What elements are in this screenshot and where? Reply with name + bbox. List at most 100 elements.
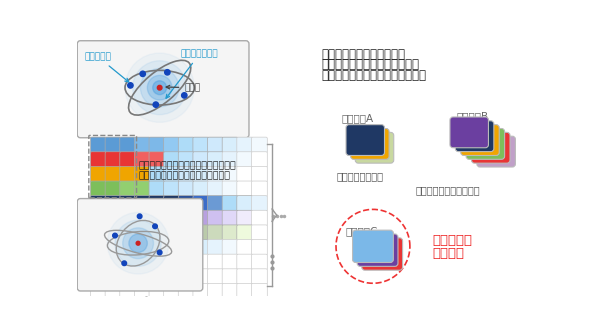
- Text: 原子核: 原子核: [166, 83, 200, 92]
- Circle shape: [129, 234, 148, 252]
- FancyBboxPatch shape: [178, 225, 194, 241]
- Circle shape: [182, 93, 187, 98]
- FancyBboxPatch shape: [208, 283, 223, 299]
- FancyBboxPatch shape: [178, 210, 194, 226]
- FancyBboxPatch shape: [120, 137, 136, 153]
- Text: 時間がかかり過ぎる・・: 時間がかかり過ぎる・・: [415, 185, 480, 195]
- FancyBboxPatch shape: [105, 196, 121, 211]
- FancyBboxPatch shape: [477, 136, 515, 167]
- FancyBboxPatch shape: [222, 152, 238, 167]
- FancyBboxPatch shape: [134, 269, 150, 285]
- Text: 外側の電子: 外側の電子: [85, 52, 129, 82]
- FancyBboxPatch shape: [91, 254, 106, 270]
- FancyBboxPatch shape: [237, 225, 253, 241]
- FancyBboxPatch shape: [346, 125, 385, 156]
- FancyBboxPatch shape: [222, 239, 238, 255]
- FancyBboxPatch shape: [91, 283, 106, 299]
- FancyBboxPatch shape: [91, 225, 106, 241]
- FancyBboxPatch shape: [77, 198, 203, 291]
- FancyBboxPatch shape: [105, 239, 121, 255]
- FancyBboxPatch shape: [208, 225, 223, 241]
- Circle shape: [113, 233, 118, 238]
- FancyBboxPatch shape: [164, 181, 179, 197]
- FancyBboxPatch shape: [251, 225, 268, 241]
- FancyBboxPatch shape: [134, 225, 150, 241]
- FancyBboxPatch shape: [164, 210, 179, 226]
- Circle shape: [148, 75, 172, 100]
- Circle shape: [140, 71, 145, 77]
- FancyBboxPatch shape: [105, 225, 121, 241]
- FancyBboxPatch shape: [222, 254, 238, 270]
- FancyBboxPatch shape: [164, 137, 179, 153]
- FancyBboxPatch shape: [149, 137, 165, 153]
- Circle shape: [122, 261, 127, 266]
- FancyBboxPatch shape: [208, 152, 223, 167]
- FancyBboxPatch shape: [134, 239, 150, 255]
- FancyBboxPatch shape: [105, 283, 121, 299]
- FancyBboxPatch shape: [193, 137, 209, 153]
- Circle shape: [137, 214, 142, 218]
- FancyBboxPatch shape: [222, 283, 238, 299]
- FancyBboxPatch shape: [208, 239, 223, 255]
- FancyBboxPatch shape: [134, 283, 150, 299]
- FancyBboxPatch shape: [120, 166, 136, 182]
- Text: 原子の世界では、電子は同時に何通り: 原子の世界では、電子は同時に何通り: [139, 162, 236, 170]
- FancyBboxPatch shape: [120, 225, 136, 241]
- FancyBboxPatch shape: [237, 239, 253, 255]
- FancyBboxPatch shape: [237, 166, 253, 182]
- FancyBboxPatch shape: [208, 269, 223, 285]
- FancyBboxPatch shape: [120, 196, 136, 211]
- FancyBboxPatch shape: [164, 269, 179, 285]
- FancyBboxPatch shape: [222, 210, 238, 226]
- FancyBboxPatch shape: [350, 129, 389, 159]
- Text: これだ！: これだ！: [432, 247, 464, 260]
- FancyBboxPatch shape: [251, 196, 268, 211]
- FancyBboxPatch shape: [251, 239, 268, 255]
- Circle shape: [157, 85, 162, 90]
- FancyBboxPatch shape: [120, 254, 136, 270]
- FancyBboxPatch shape: [149, 269, 165, 285]
- FancyBboxPatch shape: [472, 132, 510, 163]
- FancyBboxPatch shape: [149, 196, 165, 211]
- FancyBboxPatch shape: [237, 210, 253, 226]
- FancyBboxPatch shape: [251, 210, 268, 226]
- FancyBboxPatch shape: [105, 166, 121, 182]
- FancyBboxPatch shape: [251, 283, 268, 299]
- FancyBboxPatch shape: [105, 137, 121, 153]
- Circle shape: [107, 212, 169, 274]
- FancyBboxPatch shape: [251, 181, 268, 197]
- FancyBboxPatch shape: [164, 196, 179, 211]
- FancyBboxPatch shape: [91, 166, 106, 182]
- Text: 電子同士の相互作用を表すには？: 電子同士の相互作用を表すには？: [322, 69, 427, 82]
- FancyBboxPatch shape: [149, 166, 165, 182]
- Text: 精度が低い・・・: 精度が低い・・・: [337, 171, 384, 181]
- Circle shape: [122, 228, 154, 259]
- FancyBboxPatch shape: [222, 269, 238, 285]
- FancyBboxPatch shape: [134, 166, 150, 182]
- FancyBboxPatch shape: [91, 137, 106, 153]
- FancyBboxPatch shape: [208, 137, 223, 153]
- FancyBboxPatch shape: [120, 152, 136, 167]
- FancyBboxPatch shape: [357, 234, 398, 266]
- Circle shape: [164, 70, 170, 75]
- FancyBboxPatch shape: [105, 181, 121, 197]
- FancyBboxPatch shape: [222, 166, 238, 182]
- FancyBboxPatch shape: [193, 283, 209, 299]
- FancyBboxPatch shape: [105, 269, 121, 285]
- FancyBboxPatch shape: [120, 210, 136, 226]
- FancyBboxPatch shape: [193, 225, 209, 241]
- FancyBboxPatch shape: [134, 254, 150, 270]
- FancyBboxPatch shape: [91, 269, 106, 285]
- FancyBboxPatch shape: [222, 196, 238, 211]
- FancyBboxPatch shape: [91, 181, 106, 197]
- Circle shape: [115, 220, 161, 266]
- FancyBboxPatch shape: [251, 254, 268, 270]
- FancyBboxPatch shape: [149, 283, 165, 299]
- FancyBboxPatch shape: [149, 181, 165, 197]
- FancyBboxPatch shape: [193, 166, 209, 182]
- FancyBboxPatch shape: [208, 210, 223, 226]
- FancyBboxPatch shape: [222, 225, 238, 241]
- FancyBboxPatch shape: [237, 137, 253, 153]
- Text: パターンA: パターンA: [341, 113, 374, 123]
- FancyBboxPatch shape: [193, 196, 209, 211]
